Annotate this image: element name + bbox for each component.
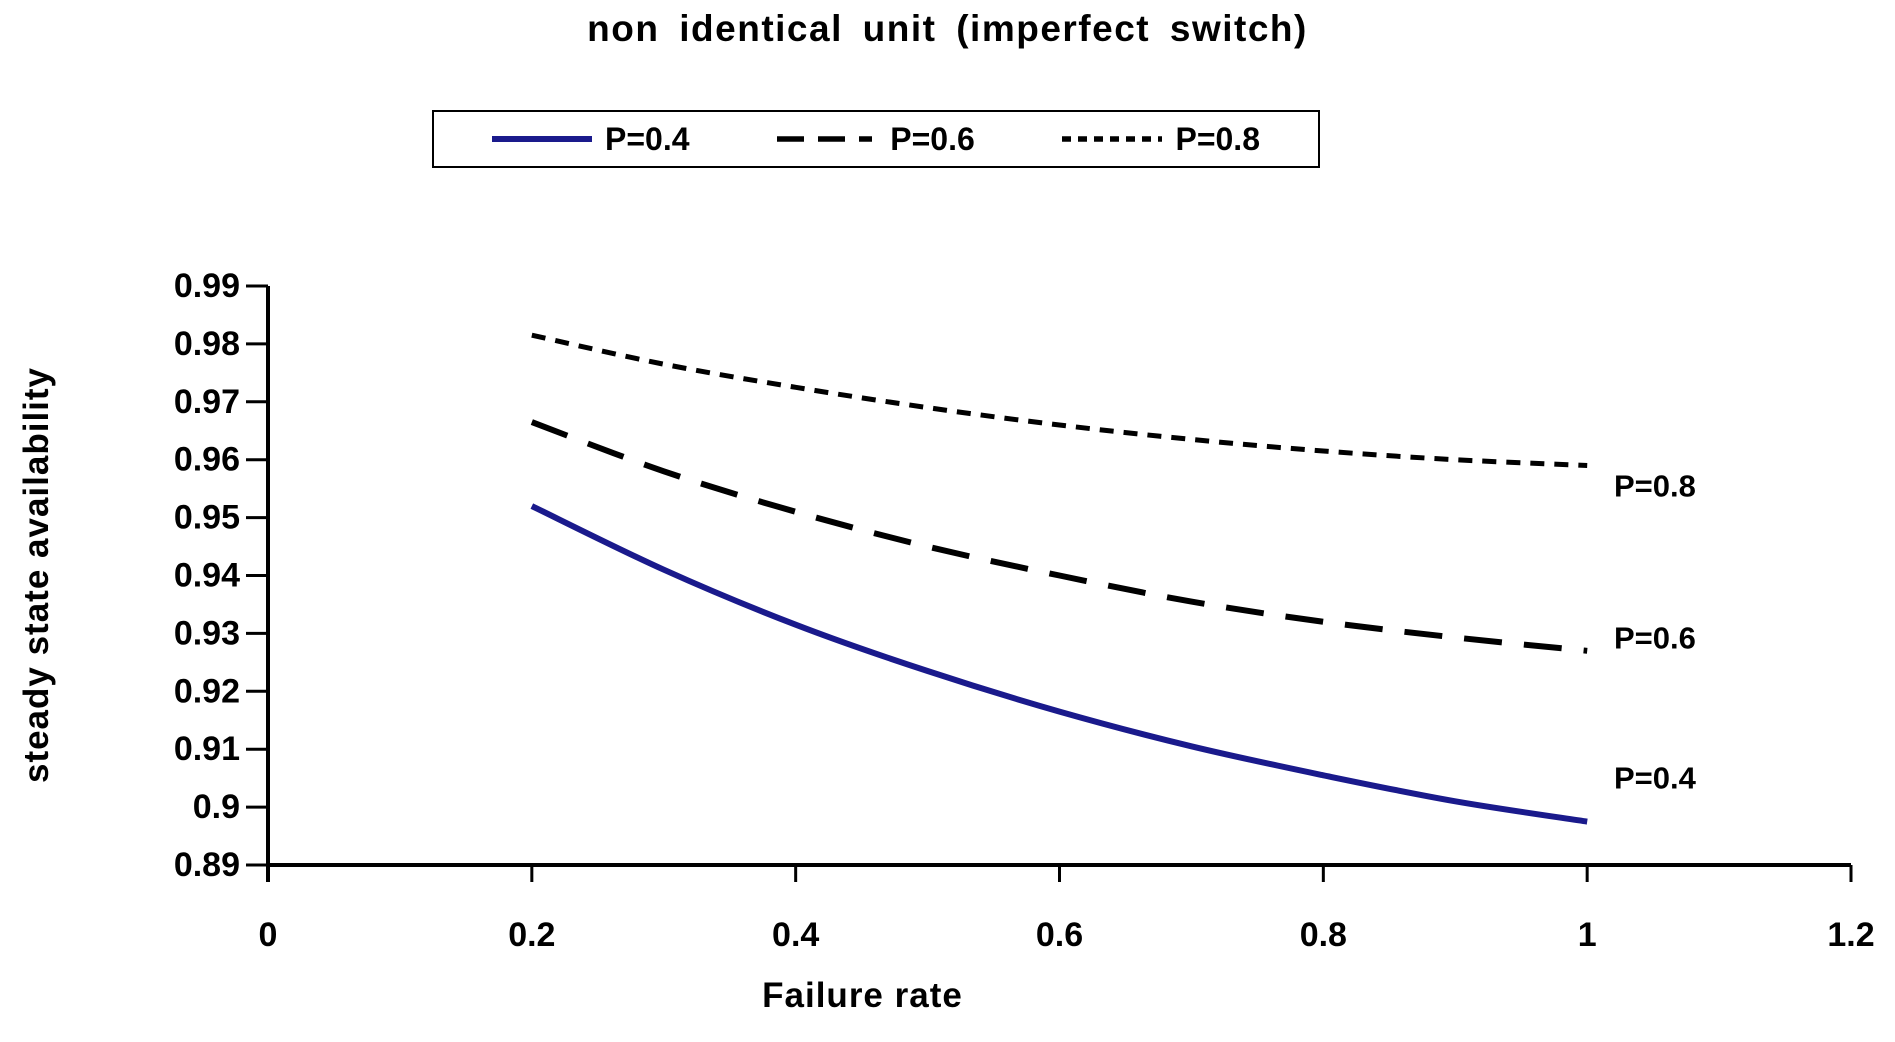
legend-entry-p04: P=0.4 — [492, 121, 690, 158]
y-tick-label: 0.96 — [174, 441, 240, 479]
legend-line-sample-dashed-icon — [777, 136, 878, 142]
y-tick-label: 0.89 — [174, 846, 240, 884]
x-tick-label: 0.8 — [1300, 916, 1347, 954]
x-tick-label: 0.2 — [508, 916, 555, 954]
y-tick-label: 0.91 — [174, 730, 240, 768]
legend-label-p06: P=0.6 — [890, 120, 975, 157]
x-tick-label: 0.6 — [1036, 916, 1083, 954]
x-tick-label: 1 — [1578, 916, 1597, 954]
series-line-04 — [530, 503, 1588, 825]
y-tick-label: 0.97 — [174, 383, 240, 421]
curve-label: P=0.6 — [1614, 621, 1696, 656]
y-tick-label: 0.93 — [174, 614, 240, 652]
y-tick-label: 0.92 — [174, 672, 240, 710]
y-axis-title-wrap: steady state availability — [5, 260, 69, 890]
chart-title: non identical unit (imperfect switch) — [587, 8, 1308, 49]
legend: P=0.4 P=0.6 P=0.8 — [432, 110, 1320, 168]
legend-label-p04: P=0.4 — [605, 120, 690, 157]
legend-line-sample-solid-icon — [492, 136, 592, 142]
y-tick-label: 0.9 — [193, 788, 240, 826]
x-axis-title: Failure rate — [762, 976, 963, 1015]
y-tick-label: 0.98 — [174, 325, 240, 363]
y-tick-label: 0.95 — [174, 499, 240, 537]
y-tick-label: 0.99 — [174, 267, 240, 305]
x-tick-label: 0 — [259, 916, 278, 954]
series-line-08 — [531, 332, 1588, 468]
curve-label: P=0.4 — [1614, 761, 1697, 796]
x-tick-label: 1.2 — [1827, 916, 1874, 954]
curve-label: P=0.8 — [1614, 469, 1696, 504]
legend-label-p08: P=0.8 — [1175, 120, 1260, 157]
legend-line-sample-dotted-icon — [1062, 136, 1163, 142]
legend-entry-p08: P=0.8 — [1062, 121, 1260, 158]
y-axis-title: steady state availability — [17, 366, 57, 784]
legend-entry-p06: P=0.6 — [777, 121, 975, 158]
y-tick-label: 0.94 — [174, 557, 240, 595]
series-line-06 — [530, 419, 1588, 654]
x-tick-label: 0.4 — [772, 916, 819, 954]
